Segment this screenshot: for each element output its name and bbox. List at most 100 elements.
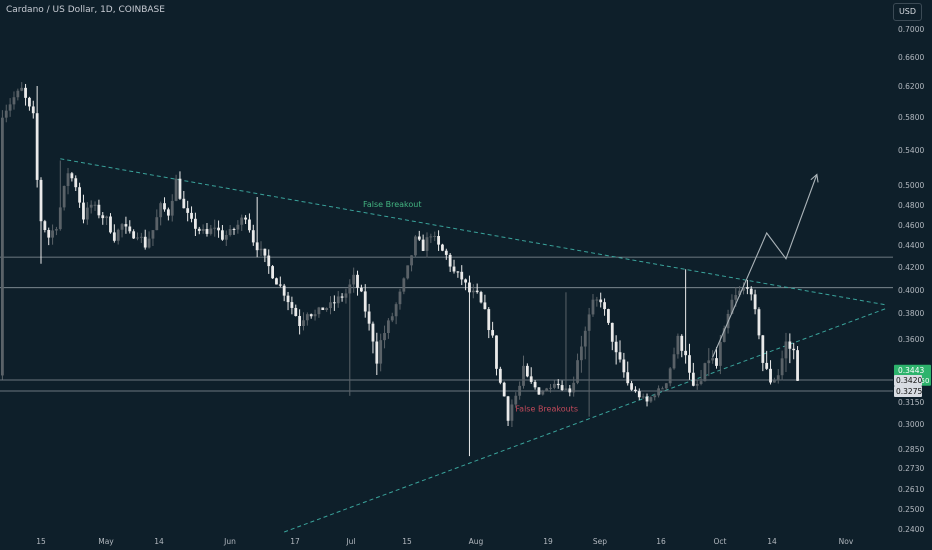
candle-body	[136, 237, 139, 239]
price-axis-tick: 0.3000	[898, 420, 924, 429]
candle-body	[464, 279, 467, 283]
candle-body	[224, 235, 228, 240]
candle-body	[475, 290, 479, 293]
candle-body	[394, 304, 398, 317]
candle-body	[560, 385, 564, 391]
candle-body	[753, 294, 757, 310]
candle-body	[722, 328, 726, 342]
candle-body	[58, 207, 62, 230]
candle-body	[367, 311, 371, 324]
time-axis-tick: Aug	[469, 537, 484, 546]
time-axis-tick: Jul	[345, 537, 355, 546]
candle-body	[711, 358, 715, 361]
price-axis-tick: 0.4400	[898, 241, 924, 250]
candle-body	[124, 224, 128, 227]
candle-body	[43, 221, 47, 230]
candle-body	[506, 396, 510, 421]
projection-path	[712, 174, 818, 358]
candle-body	[460, 271, 464, 280]
candle-body	[533, 381, 537, 388]
candle-body	[664, 383, 668, 389]
candle-body	[24, 87, 27, 98]
candle-body	[47, 230, 51, 238]
currency-button[interactable]: USD	[893, 3, 922, 21]
candle-body	[89, 204, 93, 208]
time-axis-tick: 14	[767, 537, 777, 546]
candle-body	[166, 209, 170, 216]
candle-body	[290, 302, 294, 308]
candle-body	[421, 239, 425, 251]
candle-body	[583, 330, 587, 347]
candle-body	[688, 355, 691, 373]
candle-body	[182, 198, 186, 209]
price-axis-tick: 0.5000	[898, 181, 924, 190]
time-axis-tick: 15	[36, 537, 46, 546]
candle-body	[498, 368, 502, 383]
candle-body	[568, 388, 572, 393]
candle-body	[244, 217, 247, 220]
candle-body	[159, 203, 163, 218]
time-axis-tick: Oct	[714, 537, 727, 546]
candle-body	[572, 382, 576, 393]
candle-body	[116, 229, 120, 241]
candle-body	[414, 236, 417, 256]
price-axis-tick: 0.6200	[898, 82, 924, 91]
level-badge-label: 0.3420	[896, 376, 922, 385]
candle-body	[456, 271, 460, 273]
candle-body	[151, 230, 155, 239]
candle-body	[441, 244, 444, 251]
candle-body	[788, 341, 792, 349]
candle-body	[641, 396, 645, 398]
candle-body	[448, 254, 452, 267]
candle-body	[240, 217, 244, 225]
candle-body	[194, 218, 197, 229]
candle-body	[31, 106, 35, 114]
time-axis-tick: 16	[656, 537, 666, 546]
time-axis-tick: 17	[290, 537, 300, 546]
time-axis-tick: 15	[402, 537, 412, 546]
candle-body	[275, 278, 278, 285]
candle-body	[321, 307, 325, 311]
candle-body	[776, 375, 780, 381]
candle-body	[730, 299, 734, 314]
candle-body	[676, 335, 680, 355]
candle-body	[213, 227, 217, 229]
candle-body	[16, 90, 20, 98]
candle-body	[680, 335, 684, 351]
candle-body	[170, 200, 174, 216]
candle-body	[757, 309, 761, 336]
candle-body	[228, 229, 232, 235]
candle-body	[634, 389, 637, 392]
price-axis-tick: 0.4000	[898, 286, 924, 295]
candle-body	[325, 308, 329, 311]
candle-body	[529, 376, 533, 382]
candle-body	[510, 404, 514, 421]
candle-body	[672, 354, 676, 369]
candle-body	[784, 341, 788, 359]
candle-body	[371, 323, 375, 342]
candle-body	[390, 316, 394, 321]
candle-body	[70, 173, 74, 179]
candle-body	[556, 383, 560, 386]
candle-body	[363, 291, 367, 312]
candle-body	[425, 237, 429, 251]
candle-body	[232, 229, 236, 230]
candle-body	[255, 242, 259, 251]
candle-body	[761, 335, 765, 363]
candle-body	[383, 333, 386, 341]
candle-body	[406, 265, 410, 279]
candle-body	[155, 217, 159, 231]
candle-body	[610, 322, 614, 342]
price-axis-tick: 0.4600	[898, 221, 924, 230]
candle-body	[66, 173, 70, 186]
candle-body	[657, 388, 660, 396]
candle-body	[340, 296, 344, 298]
candle-body	[348, 284, 352, 294]
price-axis-tick: 0.4800	[898, 201, 924, 210]
candle-body	[745, 287, 749, 289]
candle-body	[599, 299, 603, 303]
candle-body	[471, 290, 475, 293]
candle-body	[55, 229, 58, 231]
